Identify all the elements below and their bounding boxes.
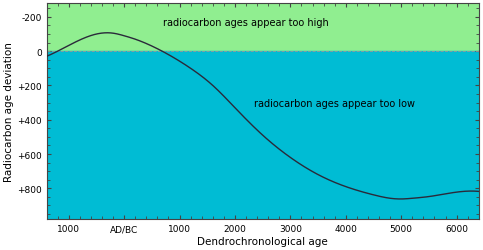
- Text: radiocarbon ages appear too low: radiocarbon ages appear too low: [254, 98, 415, 108]
- X-axis label: Dendrochronological age: Dendrochronological age: [198, 236, 328, 246]
- Y-axis label: Radiocarbon age deviation: Radiocarbon age deviation: [4, 42, 14, 181]
- Text: radiocarbon ages appear too high: radiocarbon ages appear too high: [163, 18, 329, 28]
